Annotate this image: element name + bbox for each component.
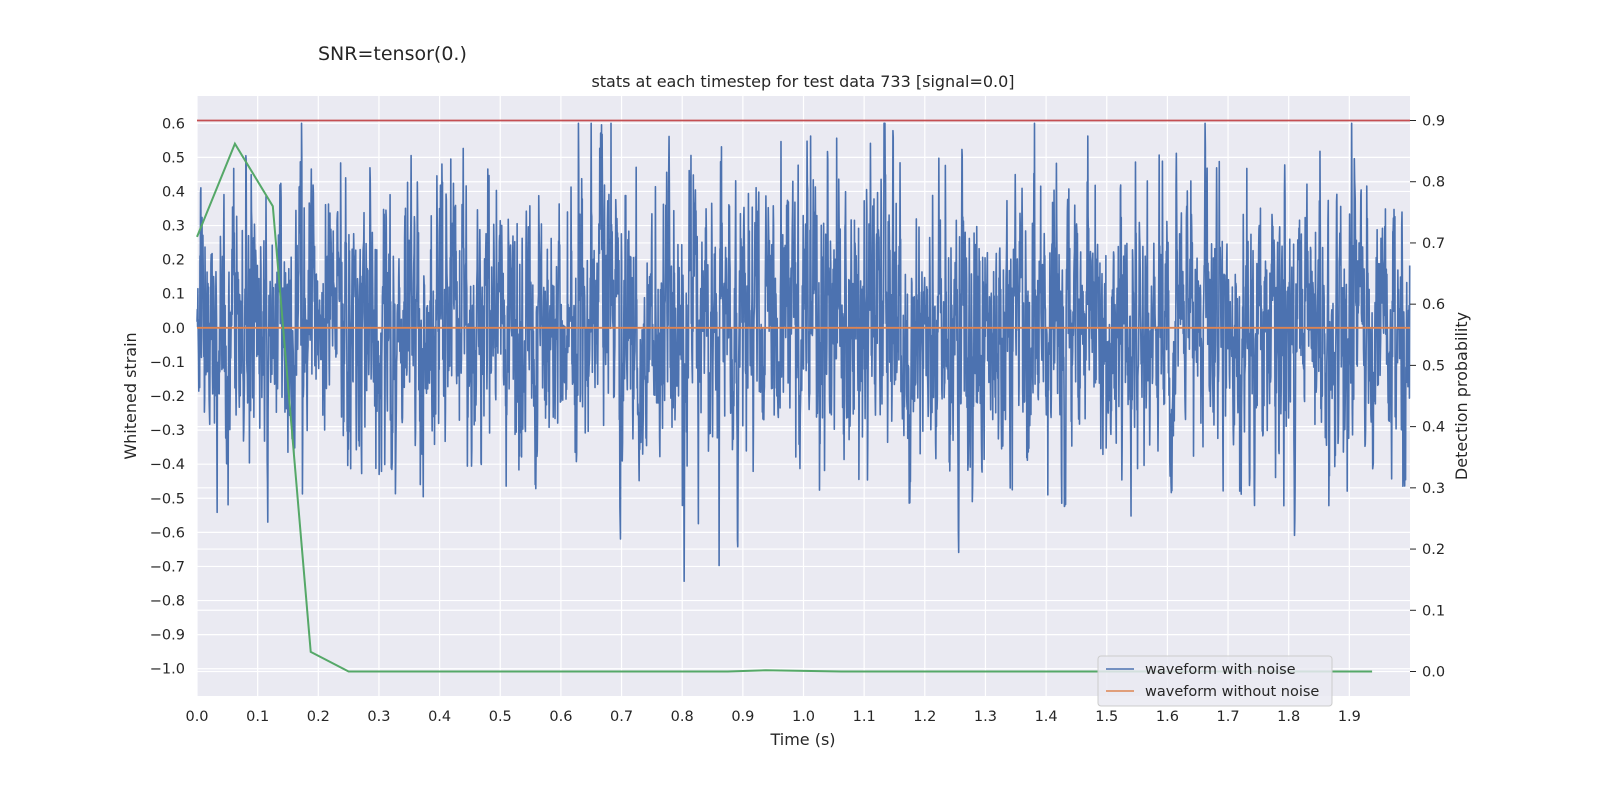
series-waveform-with-noise [196,122,1411,583]
x-tick-label: 0.9 [731,709,754,725]
ticks: 0.0 0.1 0.2 0.3 0.4 0.5 0.6 0.7 0.8 0.9 1.0 1.1 1.2 1… [150,113,1445,725]
x-tick-label: 1.1 [853,709,876,725]
y2-tick-label: 0.1 [1422,603,1445,619]
legend-label-clean: waveform without noise [1145,684,1319,700]
y2-axis-label: Detection probability [1452,312,1471,480]
x-tick-label: 1.8 [1277,709,1300,725]
y2-tick-label: 0.6 [1422,297,1445,313]
y2-tick-label: 0.9 [1422,113,1445,129]
y2-tick-label: 0.5 [1422,358,1445,374]
y-tick-label: −0.3 [150,423,185,439]
x-tick-label: 0.2 [307,709,330,725]
y-tick-label: −0.4 [150,457,185,473]
legend-label-noise: waveform with noise [1145,662,1296,678]
y-tick-label: −0.2 [150,389,185,405]
x-tick-label: 0.8 [671,709,694,725]
y-tick-label: −0.5 [150,491,185,507]
y-tick-label: −0.8 [150,594,185,610]
y-tick-label: 0.4 [162,184,185,200]
x-tick-label: 0.5 [489,709,512,725]
x-tick-label: 1.9 [1338,709,1361,725]
y-tick-label: 0.3 [162,219,185,235]
y-tick-label: −0.1 [150,355,185,371]
y-tick-label: −1.0 [150,662,185,678]
y2-tick-label: 0.8 [1422,175,1445,191]
y-tick-label: 0.0 [162,321,185,337]
chart-title: stats at each timestep for test data 733… [591,72,1014,91]
x-tick-label: 1.0 [792,709,815,725]
x-tick-label: 1.7 [1217,709,1240,725]
y-tick-label: −0.9 [150,628,185,644]
legend-box [1097,655,1333,707]
y2-tick-label: 0.2 [1422,542,1445,558]
y-axis-label: Whitened strain [121,332,140,459]
x-tick-label: 0.1 [246,709,269,725]
y2-tick-label: 0.3 [1422,481,1445,497]
x-tick-label: 0.4 [428,709,451,725]
y2-tick-label: 0.4 [1422,420,1445,436]
y-tick-label: −0.6 [150,525,185,541]
x-tick-label: 1.6 [1156,709,1179,725]
y-tick-label: −0.7 [150,559,185,575]
y2-tick-label: 0.7 [1422,236,1445,252]
y-tick-label: 0.1 [162,287,185,303]
y-tick-label: 0.2 [162,253,185,269]
x-tick-label: 1.2 [913,709,936,725]
legend: waveform with noise waveform without noi… [1097,655,1333,707]
x-axis-label: Time (s) [769,730,835,749]
x-tick-label: 1.5 [1095,709,1118,725]
x-tick-label: 0.7 [610,709,633,725]
figure-suptitle: SNR=tensor(0.) [318,43,467,65]
y2-tick-label: 0.0 [1422,665,1445,681]
x-tick-label: 1.4 [1035,709,1058,725]
y-tick-label: 0.6 [162,116,185,132]
x-tick-label: 0.3 [367,709,390,725]
x-tick-label: 0.6 [549,709,572,725]
x-tick-label: 1.3 [974,709,997,725]
x-tick-label: 0.0 [185,709,208,725]
y-tick-label: 0.5 [162,150,185,166]
